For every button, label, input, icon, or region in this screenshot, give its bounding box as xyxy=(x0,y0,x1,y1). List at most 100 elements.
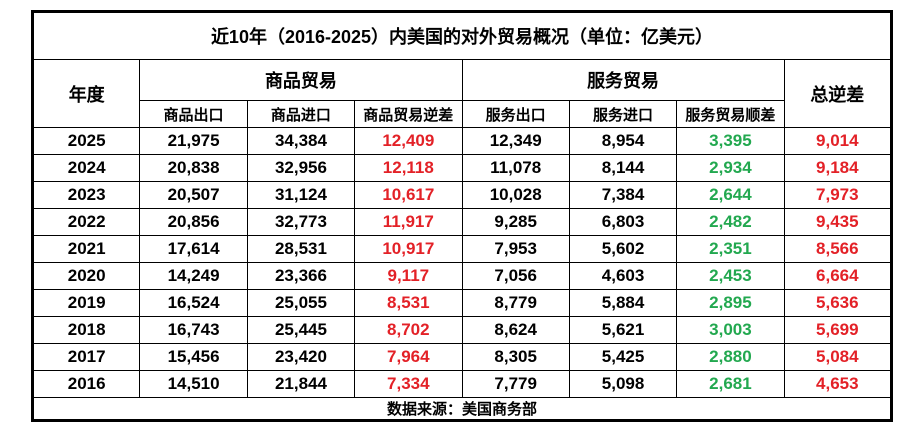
services-surplus-cell: 3,003 xyxy=(676,316,785,344)
services-import-cell: 8,144 xyxy=(568,154,678,182)
header-services-group: 服务贸易 xyxy=(461,59,785,101)
total-deficit-cell: 5,084 xyxy=(783,343,893,371)
year-cell: 2019 xyxy=(31,289,141,317)
services-surplus-cell: 3,395 xyxy=(676,127,785,155)
goods-deficit-cell: 7,334 xyxy=(354,370,463,398)
goods-import-cell: 32,773 xyxy=(246,208,356,236)
goods-deficit-cell: 8,531 xyxy=(354,289,463,317)
services-export-cell: 12,349 xyxy=(461,127,570,155)
header-goods-import: 商品进口 xyxy=(246,100,356,128)
services-surplus-cell: 2,351 xyxy=(676,235,785,263)
table-title-row: 近10年（2016-2025）内美国的对外贸易概况（单位：亿美元） xyxy=(32,11,892,60)
trade-table-container: 近10年（2016-2025）内美国的对外贸易概况（单位：亿美元） 年度 商品贸… xyxy=(31,10,893,422)
services-export-cell: 8,624 xyxy=(461,316,570,344)
total-deficit-cell: 7,973 xyxy=(783,181,893,209)
services-export-cell: 10,028 xyxy=(461,181,570,209)
goods-export-cell: 20,507 xyxy=(139,181,248,209)
header-goods-group: 商品贸易 xyxy=(139,59,463,101)
goods-export-cell: 14,510 xyxy=(139,370,248,398)
header-total-deficit: 总逆差 xyxy=(783,59,893,128)
services-export-cell: 11,078 xyxy=(461,154,570,182)
services-import-cell: 5,602 xyxy=(568,235,678,263)
goods-export-cell: 20,856 xyxy=(139,208,248,236)
year-cell: 2016 xyxy=(31,370,141,398)
table-row-2021: 2021 17,614 28,531 10,917 7,953 5,602 2,… xyxy=(31,235,893,263)
goods-deficit-cell: 7,964 xyxy=(354,343,463,371)
total-deficit-cell: 9,435 xyxy=(783,208,893,236)
table-row-2025: 2025 21,975 34,384 12,409 12,349 8,954 3… xyxy=(31,127,893,155)
header-group-row: 年度 商品贸易 服务贸易 总逆差 xyxy=(31,59,893,128)
goods-import-cell: 25,445 xyxy=(246,316,356,344)
goods-import-cell: 25,055 xyxy=(246,289,356,317)
goods-export-cell: 14,249 xyxy=(139,262,248,290)
services-import-cell: 5,425 xyxy=(568,343,678,371)
header-services-import: 服务进口 xyxy=(568,100,678,128)
services-surplus-cell: 2,482 xyxy=(676,208,785,236)
goods-import-cell: 32,956 xyxy=(246,154,356,182)
services-surplus-cell: 2,681 xyxy=(676,370,785,398)
services-export-cell: 8,779 xyxy=(461,289,570,317)
services-export-cell: 9,285 xyxy=(461,208,570,236)
services-export-cell: 8,305 xyxy=(461,343,570,371)
total-deficit-cell: 9,184 xyxy=(783,154,893,182)
services-import-cell: 4,603 xyxy=(568,262,678,290)
table-row-2023: 2023 20,507 31,124 10,617 10,028 7,384 2… xyxy=(31,181,893,209)
table-row-2024: 2024 20,838 32,956 12,118 11,078 8,144 2… xyxy=(31,154,893,182)
year-cell: 2020 xyxy=(31,262,141,290)
table-row-2022: 2022 20,856 32,773 11,917 9,285 6,803 2,… xyxy=(31,208,893,236)
table-footer-row: 数据来源：美国商务部 xyxy=(32,397,892,421)
goods-export-cell: 21,975 xyxy=(139,127,248,155)
goods-export-cell: 17,614 xyxy=(139,235,248,263)
services-surplus-cell: 2,880 xyxy=(676,343,785,371)
services-import-cell: 8,954 xyxy=(568,127,678,155)
goods-export-cell: 15,456 xyxy=(139,343,248,371)
table-row-2020: 2020 14,249 23,366 9,117 7,056 4,603 2,4… xyxy=(31,262,893,290)
header-services-surplus: 服务贸易顺差 xyxy=(676,100,785,128)
header-year: 年度 xyxy=(31,59,141,128)
year-cell: 2018 xyxy=(31,316,141,344)
services-export-cell: 7,953 xyxy=(461,235,570,263)
goods-import-cell: 21,844 xyxy=(246,370,356,398)
goods-deficit-cell: 12,409 xyxy=(354,127,463,155)
goods-export-cell: 20,838 xyxy=(139,154,248,182)
table-title: 近10年（2016-2025）内美国的对外贸易概况（单位：亿美元） xyxy=(32,11,892,60)
services-export-cell: 7,779 xyxy=(461,370,570,398)
trade-table: 近10年（2016-2025）内美国的对外贸易概况（单位：亿美元） 年度 商品贸… xyxy=(31,10,893,422)
year-cell: 2022 xyxy=(31,208,141,236)
total-deficit-cell: 5,699 xyxy=(783,316,893,344)
services-surplus-cell: 2,895 xyxy=(676,289,785,317)
services-export-cell: 7,056 xyxy=(461,262,570,290)
table-row-2019: 2019 16,524 25,055 8,531 8,779 5,884 2,8… xyxy=(31,289,893,317)
table-row-2016: 2016 14,510 21,844 7,334 7,779 5,098 2,6… xyxy=(31,370,893,398)
services-import-cell: 5,884 xyxy=(568,289,678,317)
goods-deficit-cell: 10,917 xyxy=(354,235,463,263)
goods-deficit-cell: 8,702 xyxy=(354,316,463,344)
year-cell: 2024 xyxy=(31,154,141,182)
total-deficit-cell: 5,636 xyxy=(783,289,893,317)
goods-import-cell: 34,384 xyxy=(246,127,356,155)
header-services-export: 服务出口 xyxy=(461,100,570,128)
header-sub-row: 商品出口 商品进口 商品贸易逆差 服务出口 服务进口 服务贸易顺差 xyxy=(33,100,892,128)
services-import-cell: 7,384 xyxy=(568,181,678,209)
total-deficit-cell: 8,566 xyxy=(783,235,893,263)
goods-export-cell: 16,743 xyxy=(139,316,248,344)
goods-deficit-cell: 11,917 xyxy=(354,208,463,236)
total-deficit-cell: 4,653 xyxy=(783,370,893,398)
services-surplus-cell: 2,934 xyxy=(676,154,785,182)
total-deficit-cell: 6,664 xyxy=(783,262,893,290)
year-cell: 2025 xyxy=(31,127,141,155)
year-cell: 2021 xyxy=(31,235,141,263)
header-goods-deficit: 商品贸易逆差 xyxy=(354,100,463,128)
services-surplus-cell: 2,453 xyxy=(676,262,785,290)
table-row-2017: 2017 15,456 23,420 7,964 8,305 5,425 2,8… xyxy=(31,343,893,371)
services-import-cell: 5,621 xyxy=(568,316,678,344)
goods-import-cell: 28,531 xyxy=(246,235,356,263)
goods-export-cell: 16,524 xyxy=(139,289,248,317)
goods-import-cell: 23,420 xyxy=(246,343,356,371)
year-cell: 2017 xyxy=(31,343,141,371)
data-source-note: 数据来源：美国商务部 xyxy=(32,397,892,421)
goods-deficit-cell: 9,117 xyxy=(354,262,463,290)
total-deficit-cell: 9,014 xyxy=(783,127,893,155)
goods-deficit-cell: 12,118 xyxy=(354,154,463,182)
goods-import-cell: 23,366 xyxy=(246,262,356,290)
